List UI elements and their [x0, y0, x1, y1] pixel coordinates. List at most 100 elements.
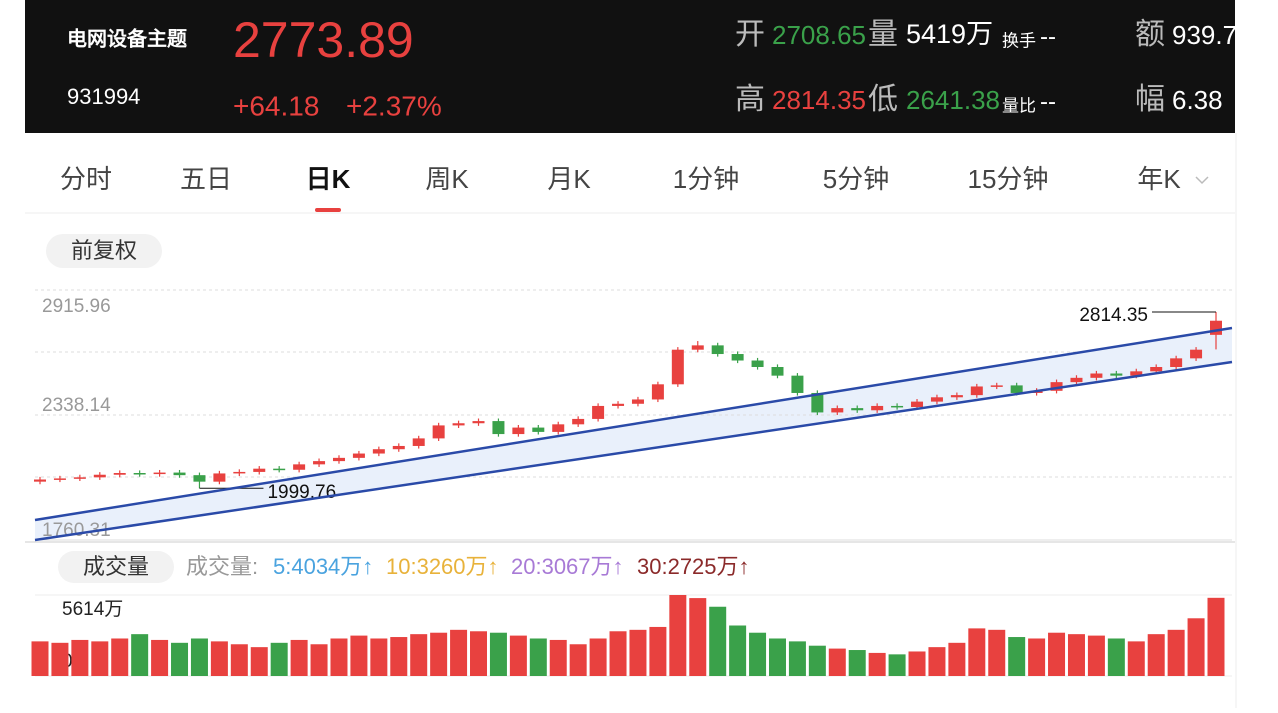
quote-info: 电网设备主题 931994 2773.89 +64.18 +2.37% 开 27…: [67, 12, 1237, 121]
candle-body: [572, 418, 585, 425]
stock-code: 931994: [67, 84, 140, 109]
candle-body: [771, 367, 784, 376]
volume-bar: [470, 631, 488, 676]
candle-body: [93, 474, 106, 478]
volume-bar: [310, 644, 328, 676]
trend-line: [34, 326, 1233, 522]
volume-bar: [1127, 641, 1145, 676]
tab[interactable]: 五日: [180, 164, 232, 194]
tab[interactable]: 5分钟: [823, 164, 889, 194]
volume-bar: [529, 638, 547, 676]
value: 939.7: [1172, 20, 1237, 50]
volume-bar: [868, 652, 886, 676]
tab[interactable]: 15分钟: [968, 164, 1049, 194]
volume-bar: [649, 626, 667, 676]
stock-name: 电网设备主题: [67, 26, 188, 50]
label: 高: [735, 83, 765, 116]
volume-bar: [489, 632, 507, 676]
label: 开: [735, 18, 765, 51]
candle-body: [1070, 377, 1083, 383]
candle-body: [1190, 349, 1203, 359]
tab[interactable]: 日K: [306, 164, 351, 194]
volume-bar: [151, 639, 169, 676]
adjust-button[interactable]: [46, 234, 162, 268]
volume-bar: [968, 628, 986, 676]
candle-body: [452, 423, 465, 426]
candle-body: [73, 477, 86, 479]
candle-body: [1110, 373, 1123, 376]
volume-bar: [210, 641, 228, 676]
volume-bar: [270, 642, 288, 676]
candle-body: [691, 345, 704, 350]
candle-body: [1170, 358, 1183, 368]
y-tick-label: 5614万: [62, 599, 123, 620]
candle-body: [313, 461, 326, 465]
tab[interactable]: 1分钟: [673, 164, 739, 194]
candle-body: [990, 385, 1003, 387]
candle-body: [791, 375, 804, 393]
legend-item: 20:3067万↑: [511, 554, 624, 579]
volume-bar: [410, 634, 428, 676]
candle-body: [213, 473, 226, 482]
volume-button[interactable]: [58, 551, 174, 583]
volume-bar: [768, 638, 786, 676]
volume-bar: [430, 632, 448, 676]
volume-bar: [908, 651, 926, 676]
label: 量: [868, 18, 898, 51]
candle-body: [273, 468, 286, 471]
candle-body: [1130, 371, 1143, 376]
legend-item: 10:3260万↑: [386, 554, 499, 579]
volume-bar: [171, 642, 189, 676]
label: 量比: [1002, 96, 1036, 115]
candle-body: [751, 360, 764, 368]
candle-body: [592, 405, 605, 419]
candle-body: [233, 471, 246, 474]
volume-bar: [1107, 638, 1125, 676]
volume-bar: [91, 641, 109, 676]
value: 6.38: [1172, 85, 1223, 115]
dropdown-icon: [1195, 176, 1209, 185]
candle-body: [891, 405, 904, 408]
volume-bar: [111, 638, 129, 676]
volume-bar: [1207, 597, 1225, 676]
volume-bar: [330, 638, 348, 676]
candle-body: [811, 392, 824, 413]
tab[interactable]: 年K: [1137, 164, 1181, 194]
tab[interactable]: 周K: [425, 164, 469, 194]
candle-body: [133, 473, 146, 475]
volume-bar: [589, 638, 607, 676]
candle-body: [831, 408, 844, 413]
quote-header: [25, 0, 1235, 133]
y-tick-label: 2338.14: [42, 395, 111, 416]
candle-body: [970, 386, 983, 396]
label: 换手: [1002, 31, 1036, 50]
tab[interactable]: 月K: [547, 164, 591, 194]
candle-body: [731, 354, 744, 361]
volume-bar: [1048, 632, 1066, 676]
volume-bar: [629, 629, 647, 676]
candle-body: [332, 457, 345, 462]
volume-bar: [1067, 634, 1085, 676]
candle-body: [432, 425, 445, 439]
volume-bar: [131, 634, 149, 676]
volume-bar: [1147, 634, 1165, 676]
y-tick-label: 2915.96: [42, 296, 111, 317]
candle-body: [372, 449, 385, 454]
volume-bar: [749, 632, 767, 676]
candle-body: [711, 345, 724, 355]
candle-body: [472, 421, 485, 424]
trend-line: [34, 360, 1233, 542]
candle-body: [53, 478, 66, 480]
candle-body: [552, 424, 565, 432]
adjust-label: 前复权: [71, 238, 137, 263]
volume-bar: [788, 641, 806, 676]
label: 额: [1135, 18, 1165, 51]
value: 2814.35: [772, 85, 866, 115]
volume-bar: [1187, 618, 1205, 676]
legend-item: 30:2725万↑: [637, 554, 750, 579]
value: --: [1040, 88, 1056, 115]
volume-bar: [350, 635, 368, 676]
candle-body: [1090, 373, 1103, 378]
tab[interactable]: 分时: [60, 164, 112, 194]
trend-channel: [35, 328, 1232, 540]
